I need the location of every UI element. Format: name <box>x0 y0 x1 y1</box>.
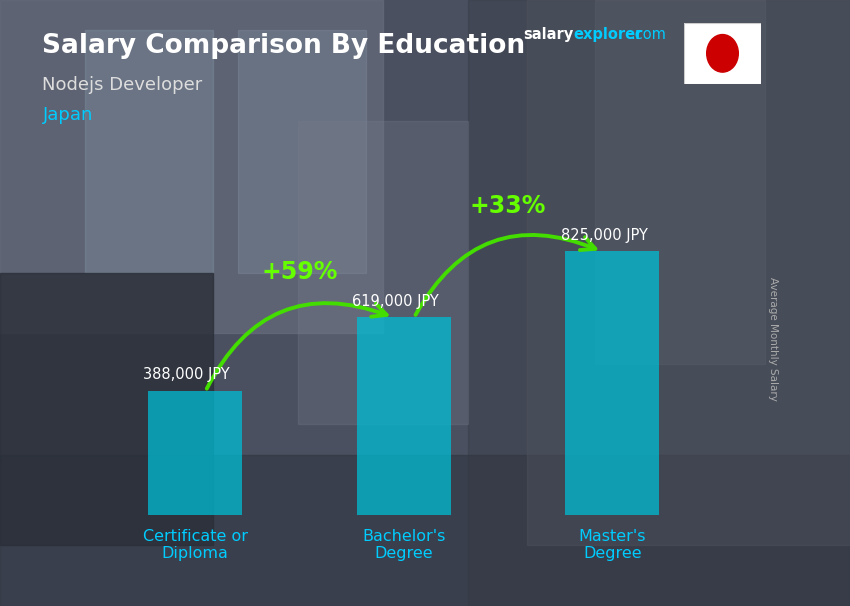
Bar <box>565 251 660 515</box>
Bar <box>238 30 366 273</box>
Bar <box>85 30 212 273</box>
Text: Average Monthly Salary: Average Monthly Salary <box>768 278 779 401</box>
Bar <box>148 391 242 515</box>
Text: 388,000 JPY: 388,000 JPY <box>144 367 230 382</box>
Text: +59%: +59% <box>261 259 337 284</box>
Bar <box>468 0 850 606</box>
Bar <box>0 273 212 545</box>
Text: Salary Comparison By Education: Salary Comparison By Education <box>42 33 525 59</box>
Text: 619,000 JPY: 619,000 JPY <box>352 293 439 308</box>
Text: Japan: Japan <box>42 106 93 124</box>
Bar <box>0 454 850 606</box>
Text: explorer: explorer <box>573 27 643 42</box>
Bar <box>0 0 382 333</box>
Bar <box>595 0 765 364</box>
Bar <box>298 121 468 424</box>
Bar <box>357 318 451 515</box>
Text: .com: .com <box>631 27 666 42</box>
Circle shape <box>706 35 739 72</box>
Text: 825,000 JPY: 825,000 JPY <box>561 228 648 243</box>
Bar <box>527 0 850 545</box>
Text: Nodejs Developer: Nodejs Developer <box>42 76 203 94</box>
Text: salary: salary <box>523 27 573 42</box>
Text: +33%: +33% <box>470 194 547 218</box>
